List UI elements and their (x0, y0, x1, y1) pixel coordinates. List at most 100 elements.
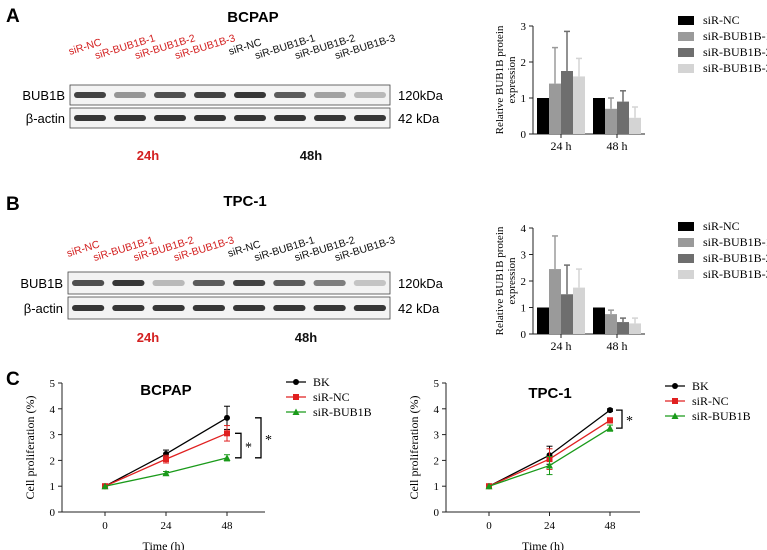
x-tick-label: 24 (544, 520, 556, 532)
significance-asterisk: * (265, 433, 272, 448)
data-point (224, 414, 230, 421)
blot-kda-label: 120kDa (398, 88, 444, 103)
data-point (607, 417, 613, 424)
time-label: 24h (137, 148, 159, 163)
blot-band (233, 305, 266, 311)
x-tick-label: 24 (161, 520, 173, 532)
legend-label: siR-NC (703, 219, 740, 233)
y-tick-label: 4 (521, 223, 527, 235)
x-tick-label: 48 h (607, 139, 628, 153)
legend-label: siR-BUB1B-2 (703, 251, 767, 265)
blot-band (112, 305, 145, 311)
bar (561, 71, 573, 134)
panel-letter-c: C (6, 369, 20, 390)
bar (629, 323, 641, 334)
data-point (546, 462, 553, 469)
y-tick-label: 5 (50, 378, 56, 390)
data-point (293, 379, 299, 385)
y-tick-label: 3 (521, 250, 527, 262)
legend-label: siR-NC (703, 13, 740, 27)
legend-label: BK (313, 375, 330, 389)
blot-kda-label: 120kDa (398, 276, 444, 291)
data-point (163, 456, 169, 463)
y-axis-label: Relative BUB1B protein (494, 226, 506, 335)
blot-band (112, 280, 145, 286)
legend-label: siR-NC (692, 394, 729, 408)
blot-band (353, 305, 386, 311)
blot-band (233, 280, 266, 286)
legend-swatch (678, 222, 694, 231)
blot-band (194, 92, 226, 98)
y-tick-label: 0 (50, 507, 56, 519)
y-axis-label: Cell proliferation (%) (23, 396, 37, 500)
blot-band (72, 305, 105, 311)
significance-asterisk: * (245, 441, 252, 456)
blot-band (354, 92, 386, 98)
data-point (293, 394, 299, 400)
bar (629, 117, 641, 134)
y-tick-label: 3 (434, 430, 440, 442)
data-point (607, 407, 613, 414)
blot-band (314, 115, 346, 121)
bar (537, 307, 549, 334)
bar (593, 98, 605, 134)
panel-letter-a: A (6, 6, 20, 27)
legend-label: siR-BUB1B-3 (703, 267, 767, 281)
blot-row-label: β-actin (26, 111, 65, 126)
legend-label: siR-BUB1B-2 (703, 45, 767, 59)
blot-row-label: BUB1B (20, 276, 63, 291)
blot-band (74, 92, 106, 98)
y-tick-label: 1 (50, 481, 56, 493)
y-tick-label: 2 (521, 276, 527, 288)
x-tick-label: 48 (605, 520, 617, 532)
line-chart-c-line-bcpap: BCPAP 0 1 2 3 4 5 0 24 48 Time (h) Cell proliferati… (23, 375, 372, 550)
bar-chart-a-bar: 0 1 2 3 24 h 48 h Relative BUB1B protein expres… (494, 13, 767, 153)
x-tick-label: 0 (486, 520, 492, 532)
blot-band (234, 115, 266, 121)
legend-label: siR-NC (313, 390, 350, 404)
blot-band (274, 115, 306, 121)
blot-band (192, 305, 225, 311)
chart-title: TPC-1 (528, 385, 571, 402)
y-tick-label: 2 (434, 455, 440, 467)
blot-strip (67, 271, 391, 295)
data-point (672, 383, 678, 389)
legend-label: siR-BUB1B-1 (703, 29, 767, 43)
time-label: 48h (300, 148, 322, 163)
x-axis-label: Time (h) (143, 539, 185, 550)
x-tick-label: 0 (102, 520, 108, 532)
y-tick-label: 2 (50, 455, 56, 467)
significance-bracket (255, 417, 262, 459)
western-blot-b: TPC-1siR-NCsiR-BUB1B-1siR-BUB1B-2siR-BUB… (20, 193, 443, 345)
legend-swatch (678, 238, 694, 247)
legend-label: siR-BUB1B-1 (703, 235, 767, 249)
y-tick-label: 1 (521, 93, 527, 105)
data-point (485, 482, 493, 490)
bar (561, 294, 573, 334)
blot-band (154, 115, 186, 121)
legend-swatch (678, 64, 694, 73)
blot-band (273, 305, 306, 311)
significance-bracket (616, 409, 623, 429)
blot-band (234, 92, 266, 98)
x-tick-label: 48 h (607, 339, 628, 353)
data-point (672, 398, 678, 404)
bar (605, 314, 617, 334)
significance-asterisk: * (626, 414, 633, 429)
blot-band (72, 280, 105, 286)
blot-band (152, 280, 185, 286)
blot-band (313, 305, 346, 311)
western-blot-a: BCPAPsiR-NCsiR-BUB1B-1siR-BUB1B-2siR-BUB… (22, 9, 443, 163)
x-axis-label: Time (h) (522, 539, 564, 550)
y-tick-label: 1 (434, 481, 440, 493)
y-tick-label: 0 (521, 329, 527, 341)
blot-band (274, 92, 306, 98)
blot-title: BCPAP (227, 9, 278, 26)
legend-label: siR-BUB1B-3 (703, 61, 767, 75)
time-label: 24h (137, 330, 159, 345)
bar (593, 307, 605, 334)
legend-label: BK (692, 379, 709, 393)
y-tick-label: 3 (521, 21, 527, 33)
time-label: 48h (295, 330, 317, 345)
blot-band (314, 92, 346, 98)
